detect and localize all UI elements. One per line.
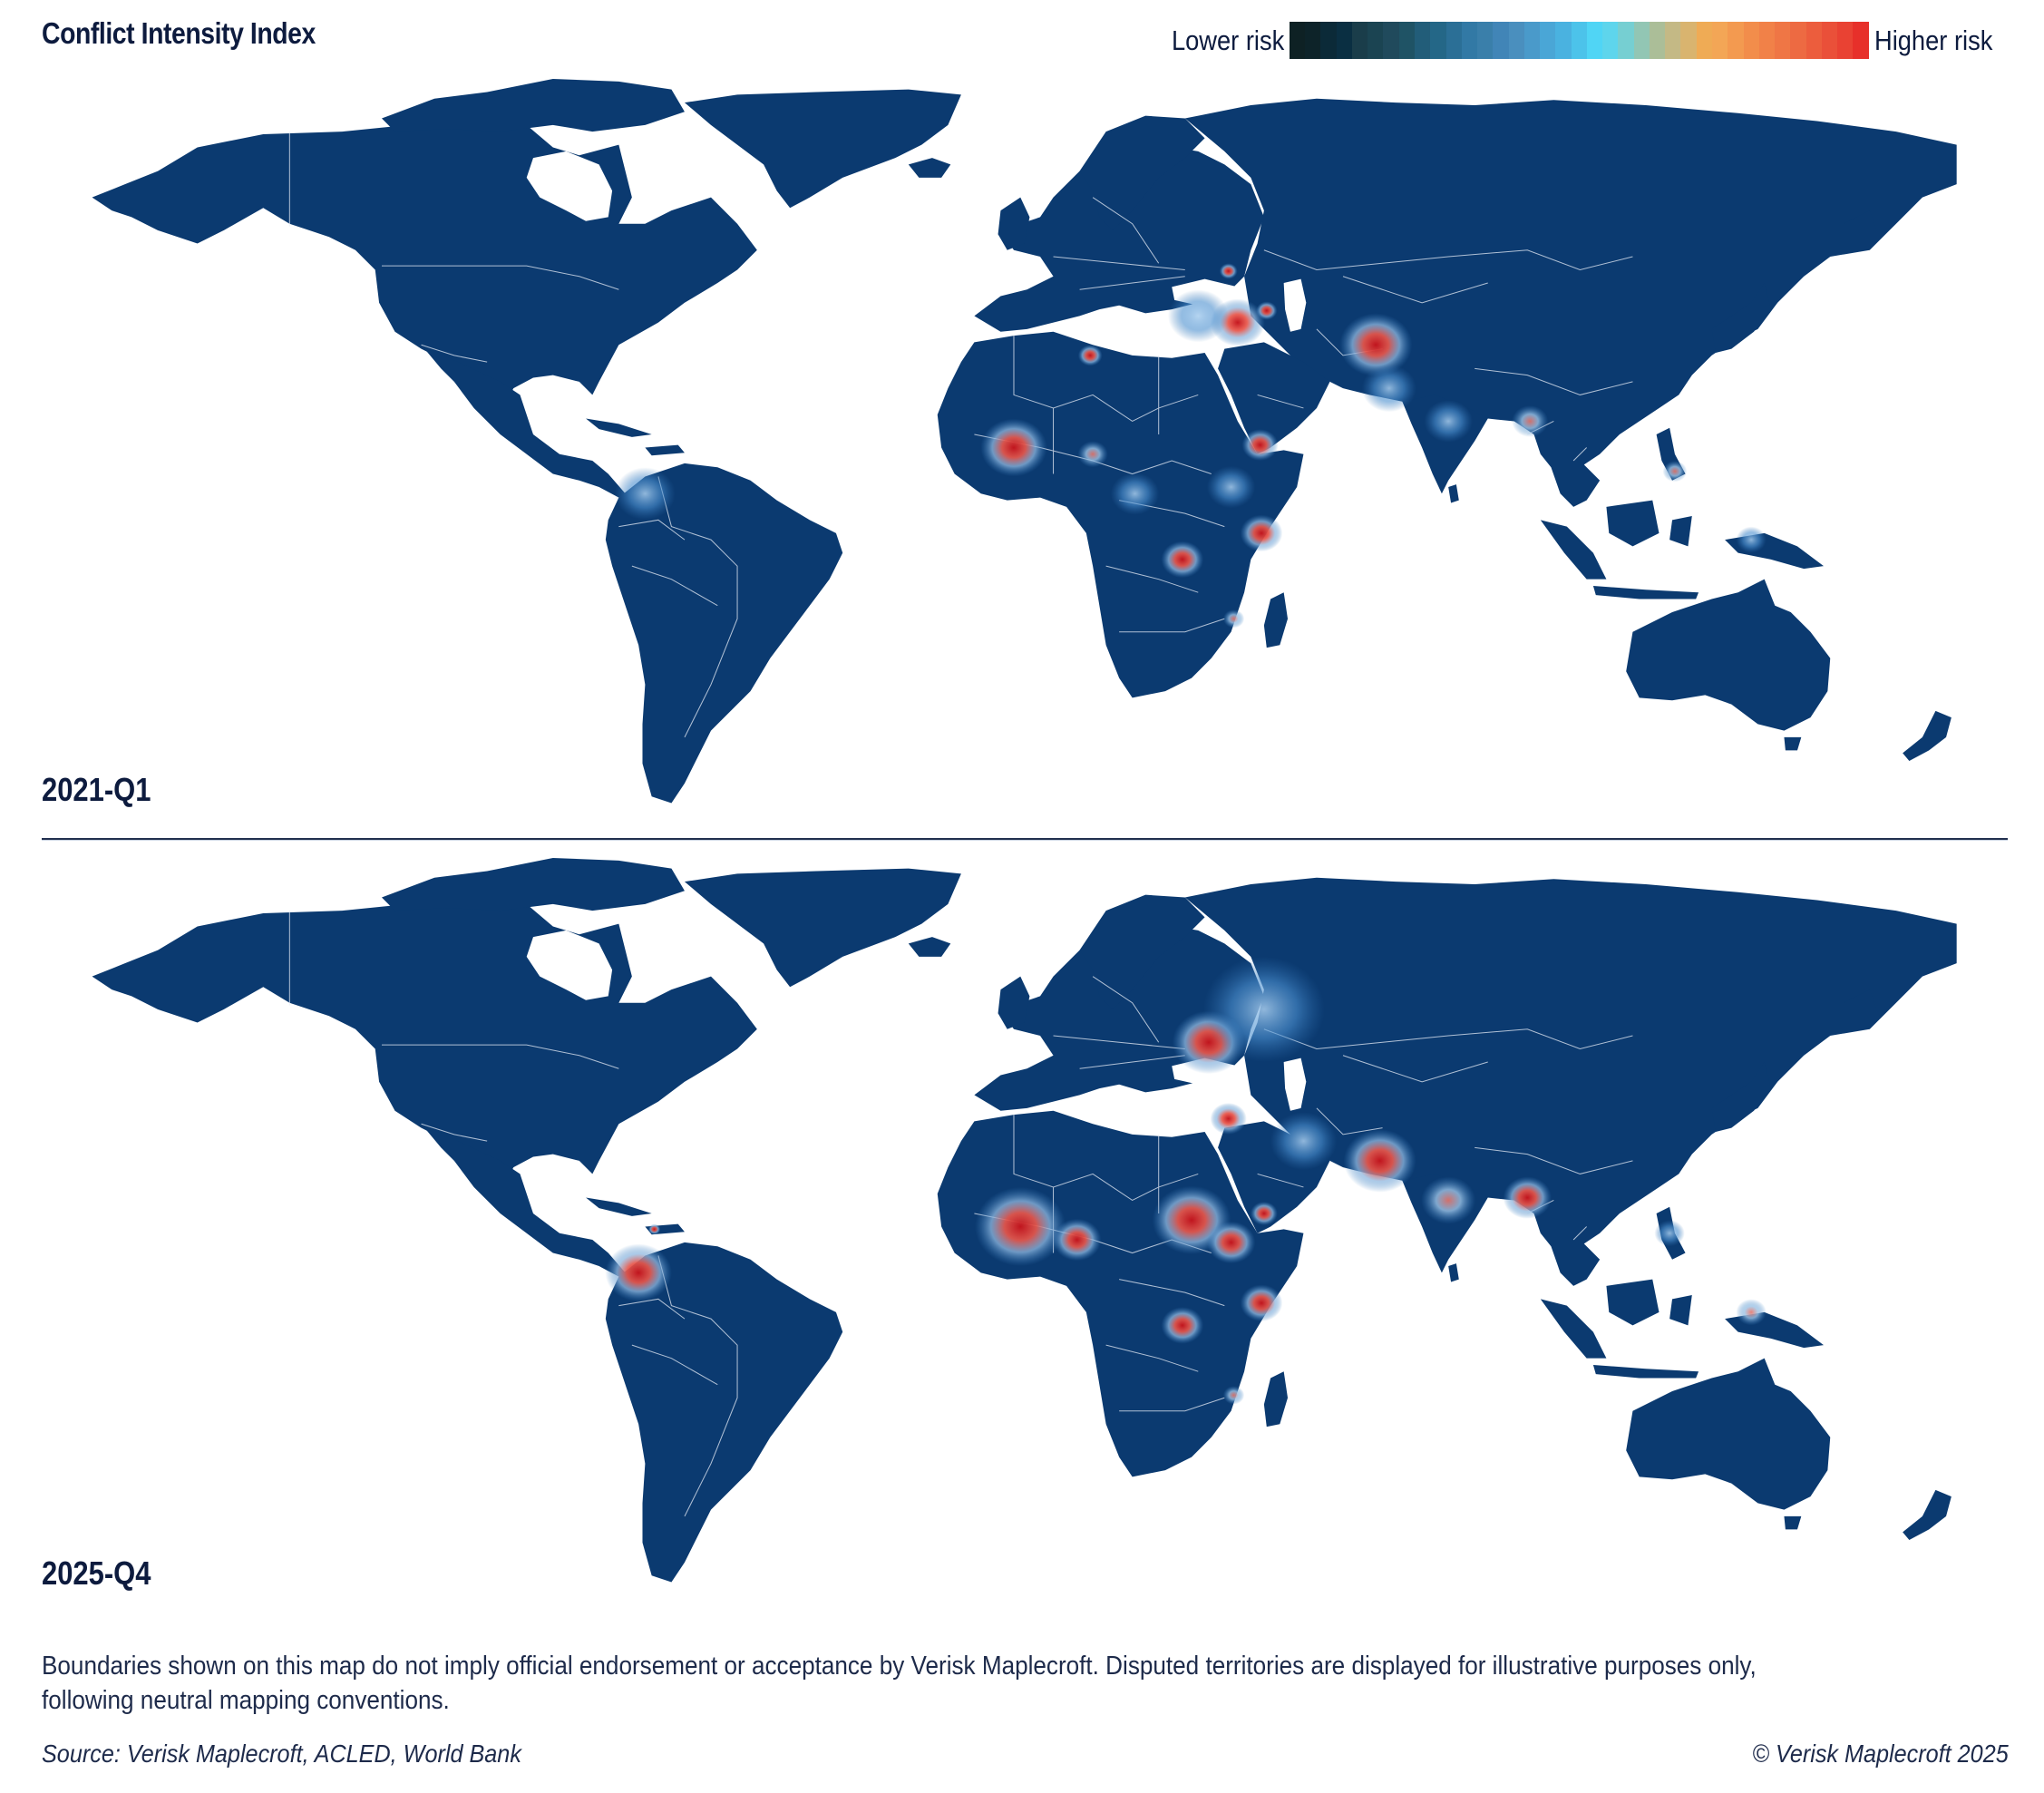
legend-swatch — [1398, 22, 1415, 59]
legend-color-ramp — [1289, 22, 1869, 59]
legend-swatch — [1775, 22, 1791, 59]
hotspot-somalia — [1240, 1284, 1283, 1322]
conflict-hotspots — [605, 956, 1767, 1405]
legend-swatch — [1649, 22, 1666, 59]
legend-swatch — [1821, 22, 1838, 59]
hotspot-libya-coast — [1077, 345, 1103, 366]
legend-swatch — [1790, 22, 1806, 59]
hotspot-india-central — [1424, 400, 1473, 443]
hotspot-mozambique-north — [1222, 1386, 1245, 1405]
hotspot-papua — [1736, 1299, 1767, 1326]
conflict-hotspots — [614, 263, 1767, 629]
hotspot-eastern-drc — [1161, 541, 1204, 579]
world-map-2021-q1 — [92, 79, 1958, 804]
legend-swatch — [1477, 22, 1494, 59]
legend-high-label: Higher risk — [1874, 24, 1993, 56]
hotspot-yemen — [1250, 1201, 1278, 1226]
legend-swatch — [1743, 22, 1759, 59]
hotspot-myanmar — [1512, 405, 1549, 437]
hotspot-papua — [1736, 526, 1767, 553]
legend-swatch — [1383, 22, 1399, 59]
legend-swatch — [1665, 22, 1681, 59]
legend-swatch — [1461, 22, 1478, 59]
legend-swatch — [1540, 22, 1556, 59]
legend-swatch — [1523, 22, 1541, 59]
legend-swatch — [1493, 22, 1509, 59]
legend-swatch — [1633, 22, 1650, 59]
hotspot-colombia — [605, 1243, 672, 1302]
hotspot-pakistan — [1361, 365, 1416, 413]
legend-swatch — [1618, 22, 1634, 59]
hotspot-eastern-ukraine — [1219, 263, 1238, 279]
legend-swatch — [1680, 22, 1697, 59]
legend-swatch — [1571, 22, 1587, 59]
hotspot-nigeria — [1052, 1218, 1102, 1262]
legend-swatch — [1320, 22, 1337, 59]
hotspot-colombia — [614, 467, 676, 521]
period-label: 2021-Q1 — [42, 771, 151, 808]
hotspot-sahel-mali-burkina-faso- — [980, 418, 1047, 477]
legend-swatch — [1853, 22, 1869, 59]
hotspot-myanmar — [1503, 1176, 1552, 1219]
legend-swatch — [1414, 22, 1431, 59]
legend-swatch — [1555, 22, 1572, 59]
hotspot-central-african-republic — [1110, 473, 1160, 515]
world-map-2025-q4 — [92, 858, 1958, 1583]
hotspot-yemen — [1241, 429, 1279, 462]
legend-swatch — [1351, 22, 1368, 59]
legend-swatch — [1336, 22, 1352, 59]
hotspot-somalia — [1240, 514, 1283, 552]
hotspot-syria-lebanon-israel — [1210, 1103, 1247, 1135]
hotspot-philippines-mindanao — [1662, 461, 1688, 482]
legend-swatch — [1728, 22, 1744, 59]
hotspot-ethiopia — [1206, 1221, 1256, 1264]
map-disclaimer: Boundaries shown on this map do not impl… — [42, 1652, 1757, 1715]
legend-swatch — [1368, 22, 1384, 59]
legend-swatch — [1586, 22, 1603, 59]
hotspot-mozambique-north — [1222, 609, 1245, 629]
color-legend: Lower risk Higher risk — [1156, 22, 2009, 59]
chart-title: Conflict Intensity Index — [42, 16, 316, 50]
hotspot-philippines — [1654, 1220, 1685, 1247]
legend-swatch — [1508, 22, 1524, 59]
hotspot-iran — [1270, 1112, 1338, 1171]
hotspot-nigeria-northeast — [1077, 441, 1108, 468]
legend-swatch — [1837, 22, 1854, 59]
hotspot-eastern-drc — [1161, 1307, 1204, 1344]
hotspot-russia-west — [1203, 956, 1325, 1063]
copyright-note: © Verisk Maplecroft 2025 — [1752, 1739, 2009, 1768]
hotspot-armenia-azerbaijan — [1256, 301, 1278, 320]
legend-swatch — [1305, 22, 1321, 59]
hotspot-turkey-southeast — [1167, 289, 1229, 343]
hotspot-haiti — [647, 1223, 661, 1235]
hotspot-sahel-mali-burkina-faso- — [975, 1186, 1066, 1267]
legend-low-label: Lower risk — [1171, 24, 1284, 56]
legend-swatch — [1696, 22, 1713, 59]
period-label: 2025-Q4 — [42, 1554, 151, 1592]
legend-swatch — [1806, 22, 1822, 59]
legend-swatch — [1445, 22, 1462, 59]
hotspot-ethiopia — [1206, 465, 1256, 509]
legend-swatch — [1712, 22, 1728, 59]
legend-swatch — [1602, 22, 1619, 59]
hotspot-pakistan — [1343, 1129, 1416, 1193]
legend-swatch — [1289, 22, 1306, 59]
panel-divider — [42, 838, 2008, 841]
legend-swatch — [1430, 22, 1446, 59]
hotspot-india-central — [1421, 1176, 1476, 1224]
legend-swatch — [1758, 22, 1776, 59]
source-note: Source: Verisk Maplecroft, ACLED, World … — [42, 1739, 521, 1768]
hotspot-afghanistan — [1339, 313, 1413, 377]
